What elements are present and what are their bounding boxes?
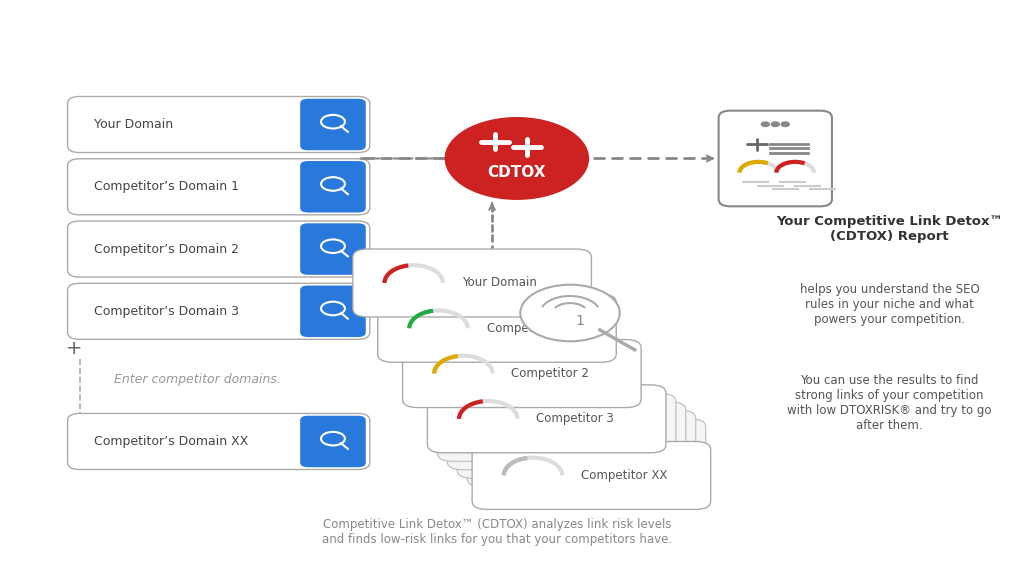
FancyBboxPatch shape <box>300 223 366 275</box>
Circle shape <box>781 122 790 127</box>
Text: Competitor 2: Competitor 2 <box>511 367 589 380</box>
FancyBboxPatch shape <box>68 283 370 339</box>
Text: You can use the results to find
strong links of your competition
with low DTOXRI: You can use the results to find strong l… <box>787 374 992 431</box>
Text: Competitor’s Domain 2: Competitor’s Domain 2 <box>94 243 240 255</box>
Text: Your Domain: Your Domain <box>94 118 173 131</box>
Text: Competitor 3: Competitor 3 <box>537 413 614 425</box>
Circle shape <box>771 122 779 127</box>
FancyBboxPatch shape <box>378 294 616 362</box>
FancyBboxPatch shape <box>68 221 370 277</box>
Text: 1: 1 <box>575 315 585 328</box>
Text: helps you understand the SEO
rules in your niche and what
powers your competitio: helps you understand the SEO rules in yo… <box>800 283 980 326</box>
Text: Your Domain: Your Domain <box>462 277 537 289</box>
FancyBboxPatch shape <box>353 249 592 317</box>
FancyBboxPatch shape <box>437 393 676 461</box>
FancyBboxPatch shape <box>300 98 366 150</box>
Circle shape <box>520 285 620 341</box>
FancyBboxPatch shape <box>68 96 370 152</box>
Text: Competitor’s Domain 3: Competitor’s Domain 3 <box>94 305 240 318</box>
FancyBboxPatch shape <box>467 419 706 487</box>
FancyBboxPatch shape <box>458 410 695 478</box>
Text: Competitor’s Domain 1: Competitor’s Domain 1 <box>94 181 240 193</box>
Text: +: + <box>67 338 83 358</box>
Circle shape <box>762 122 769 127</box>
Text: CDTOX: CDTOX <box>487 165 546 180</box>
Text: Competitor 1: Competitor 1 <box>486 322 564 335</box>
FancyBboxPatch shape <box>472 441 711 509</box>
Text: Enter competitor domains.: Enter competitor domains. <box>115 373 282 385</box>
Text: Your Competitive Link Detox™
(CDTOX) Report: Your Competitive Link Detox™ (CDTOX) Rep… <box>776 215 1002 243</box>
FancyBboxPatch shape <box>402 340 641 408</box>
Text: Competitor’s Domain XX: Competitor’s Domain XX <box>94 435 249 448</box>
FancyBboxPatch shape <box>68 158 370 215</box>
FancyBboxPatch shape <box>300 415 366 468</box>
Circle shape <box>445 118 589 199</box>
Text: Competitive Link Detox™ (CDTOX) analyzes link risk levels
and finds low-risk lin: Competitive Link Detox™ (CDTOX) analyzes… <box>322 518 672 546</box>
FancyBboxPatch shape <box>427 385 666 453</box>
Text: Competitor XX: Competitor XX <box>581 469 668 482</box>
FancyBboxPatch shape <box>300 285 366 337</box>
FancyBboxPatch shape <box>68 413 370 470</box>
FancyBboxPatch shape <box>300 161 366 212</box>
FancyBboxPatch shape <box>447 402 686 470</box>
FancyBboxPatch shape <box>719 111 831 207</box>
